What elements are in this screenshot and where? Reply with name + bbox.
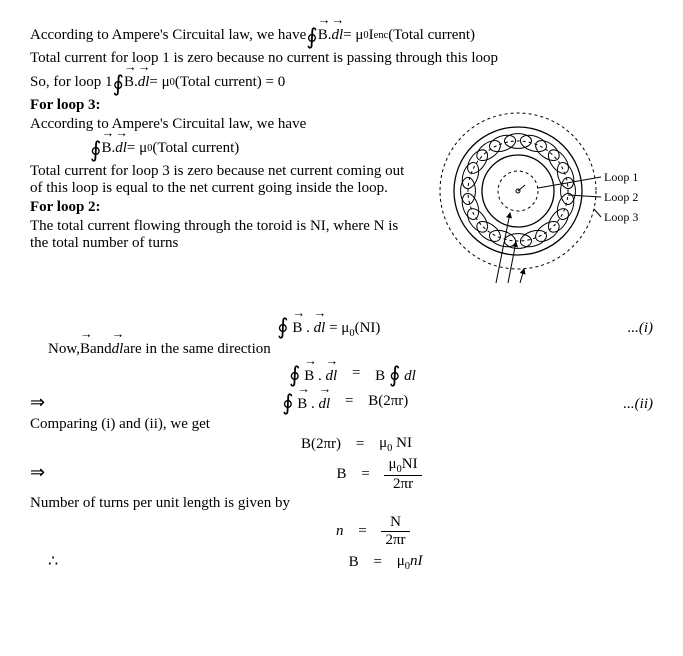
fraction: μ0NI 2πr bbox=[384, 456, 421, 493]
integral-symbol: ∮ bbox=[306, 24, 317, 50]
vec-dl: →dl bbox=[115, 140, 127, 157]
tail: (Total current) bbox=[152, 140, 239, 157]
vec-dl: →dl bbox=[314, 320, 326, 337]
loop2-eq5: n = N 2πr bbox=[30, 514, 653, 549]
intro-line-3: So, for loop 1 ∮ →B . →dl = μ0 (Total cu… bbox=[30, 69, 653, 95]
tail: (NI) bbox=[355, 320, 381, 336]
vec-B: →B bbox=[80, 341, 90, 358]
loop2-now: Now, →B and →dl are in the same directio… bbox=[30, 341, 653, 358]
vec-dl: →dl bbox=[112, 341, 124, 358]
vec-B: →B bbox=[318, 27, 328, 44]
compare: Comparing (i) and (ii), we get bbox=[30, 416, 653, 433]
loop2-eq-2a: ∮ →B . →dl = B ∮ dl bbox=[30, 360, 653, 386]
text: Now, bbox=[48, 341, 80, 358]
and: and bbox=[90, 341, 112, 358]
toroid-figure: Loop 1 Loop 2 Loop 3 bbox=[433, 101, 653, 306]
eq-num-ii: ...(ii) bbox=[623, 396, 653, 413]
therefore: ∴ bbox=[30, 551, 58, 571]
turns-line: Number of turns per unit length is given… bbox=[30, 495, 653, 512]
loop2-eq6: ∴ B = μ0nI bbox=[30, 551, 653, 572]
vec-B: →B bbox=[124, 74, 134, 91]
text: So, for loop 1 bbox=[30, 74, 113, 91]
eq-text: = μ bbox=[127, 140, 147, 157]
vec-dl: →dl bbox=[138, 74, 150, 91]
tail: are in the same direction bbox=[123, 341, 270, 358]
eq-num-i: ...(i) bbox=[628, 320, 653, 337]
vec-B: →B bbox=[101, 140, 111, 157]
svg-text:Loop 2: Loop 2 bbox=[604, 190, 638, 204]
fraction: N 2πr bbox=[381, 514, 409, 549]
implies: ⇒ bbox=[30, 462, 45, 483]
loop2-eq3: B(2πr) = μ0 NI bbox=[30, 435, 653, 454]
vec-dl: →dl bbox=[331, 27, 343, 44]
loop3-l3: Total current for loop 3 is zero because… bbox=[30, 163, 410, 197]
implies: ⇒ bbox=[30, 392, 45, 413]
tail: (Total current) bbox=[388, 27, 475, 44]
intro-line-1: According to Ampere's Circuital law, we … bbox=[30, 22, 653, 48]
eq-text: = μ bbox=[343, 27, 363, 44]
loop2-l1: The total current flowing through the to… bbox=[30, 218, 410, 252]
toroid-svg: Loop 1 Loop 2 Loop 3 bbox=[433, 101, 653, 301]
vec-B: →B bbox=[292, 320, 302, 337]
tail: (Total current) = 0 bbox=[175, 74, 285, 91]
loop2-eq4: ⇒ B = μ0NI 2πr bbox=[30, 456, 653, 493]
svg-text:Loop 3: Loop 3 bbox=[604, 210, 638, 224]
loop3-eq: ∮ →B . →dl = μ0 (Total current) bbox=[30, 135, 421, 161]
svg-text:Loop 1: Loop 1 bbox=[604, 170, 638, 184]
integral-symbol: ∮ bbox=[277, 314, 288, 339]
integral-symbol: ∮ bbox=[113, 71, 124, 97]
eq-text: = μ bbox=[149, 74, 169, 91]
loop2-eq-2b: ⇒ ∮ →B . →dl = B(2πr) ...(ii) bbox=[30, 388, 653, 414]
text: According to Ampere's Circuital law, we … bbox=[30, 27, 306, 44]
sub-enc: enc bbox=[374, 30, 389, 41]
integral-symbol: ∮ bbox=[90, 137, 101, 163]
eq-text: = μ bbox=[329, 320, 349, 336]
